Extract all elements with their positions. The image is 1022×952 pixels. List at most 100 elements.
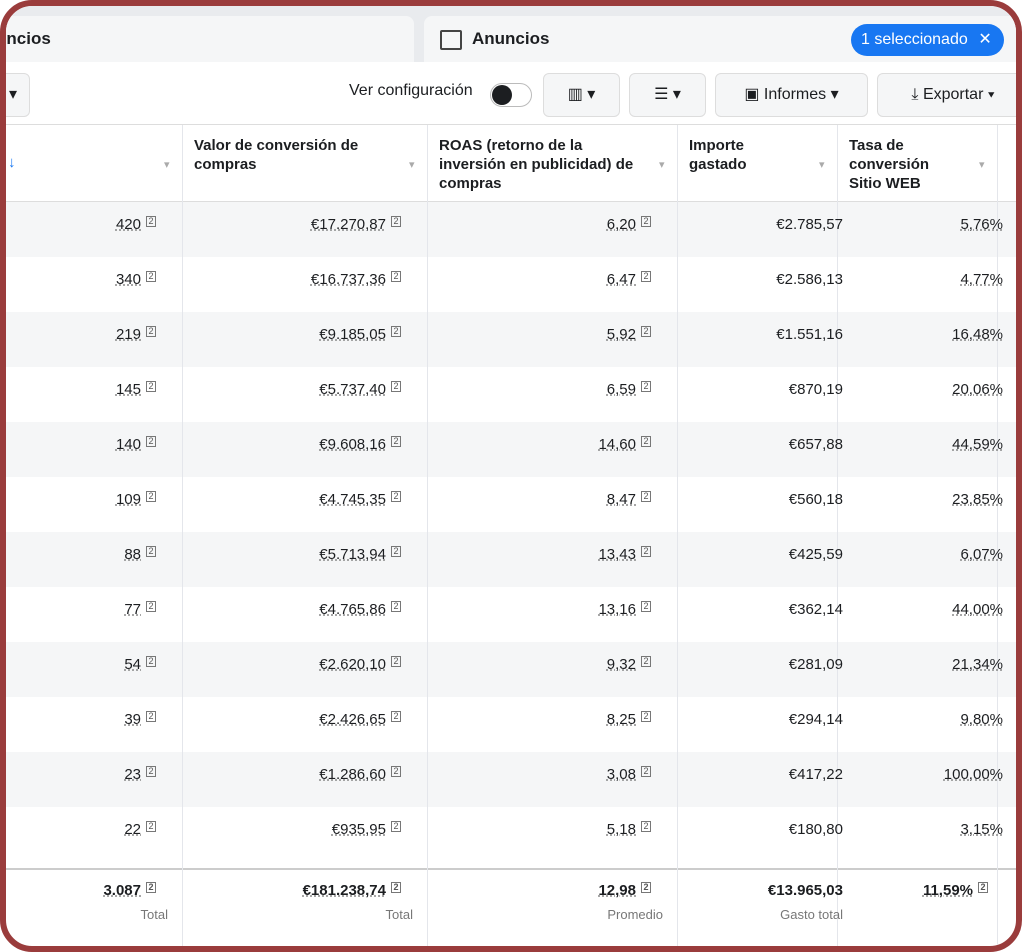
column-header: ROAS (retorno de la inversión en publici… [439, 137, 634, 192]
table-cell: 6,20 2 [607, 216, 651, 233]
footnote-marker: 2 [146, 882, 156, 893]
cell-value: 22 [124, 821, 141, 838]
cell-value: €4.745,35 [319, 491, 386, 508]
footnote-marker: 2 [641, 491, 651, 502]
cell-value: 23 [124, 766, 141, 783]
toggle[interactable] [490, 83, 532, 107]
cell-value: €1.286,60 [319, 766, 386, 783]
breakdown-button[interactable]: ☰ ▾ [629, 73, 706, 117]
cell-value: 3,08 [606, 766, 636, 783]
table-cell: €4.765,86 2 [319, 601, 401, 618]
cell-value: 11,59% [922, 882, 973, 899]
table-cell: 3.087 2 [103, 882, 156, 899]
row-bg [6, 752, 1016, 807]
export-button[interactable]: ⤓ Exportar ▾ [877, 73, 1016, 117]
footnote-marker: 2 [146, 766, 156, 777]
footnote-marker: 2 [146, 381, 156, 392]
footnote-marker: 2 [146, 546, 156, 557]
footnote-marker: 2 [641, 326, 651, 337]
cell-value: €5.713,94 [319, 546, 386, 563]
table-cell: €281,09 [789, 656, 843, 673]
footnote-marker: 2 [146, 601, 156, 612]
cell-value: €425,59 [788, 546, 843, 563]
footnote-marker: 2 [391, 711, 401, 722]
footnote-marker: 2 [641, 546, 651, 557]
row-bg [6, 532, 1016, 587]
cell-value: €17.270,87 [310, 216, 386, 233]
footnote-marker: 2 [391, 882, 401, 893]
footnote-marker: 2 [391, 436, 401, 447]
button-label: Informes [763, 86, 827, 103]
cell-value: 23,85% [952, 491, 1003, 508]
cell-value: €2.586,13 [776, 271, 843, 288]
column-line [182, 125, 183, 946]
column-line [677, 125, 678, 946]
dropdown[interactable]: ▾ [6, 73, 30, 117]
column-line [837, 125, 838, 946]
footnote-marker: 2 [391, 216, 401, 227]
tab-label: Anuncios [472, 29, 550, 48]
cell-value: €870,19 [788, 381, 843, 398]
footnote-marker: 2 [146, 326, 156, 337]
cell-value: 16,48% [952, 326, 1003, 343]
cell-value: 219 [115, 326, 141, 343]
cell-value: 13,16 [598, 601, 636, 618]
table-cell: 88 2 [124, 546, 156, 563]
cell-value: €657,88 [788, 436, 843, 453]
sort-arrow: ↓ [8, 154, 16, 171]
footnote-marker: 2 [641, 711, 651, 722]
footnote-marker: 2 [641, 436, 651, 447]
button-label: Exportar [922, 86, 984, 103]
cell-value: 13,43 [598, 546, 636, 563]
cell-value: 5,18 [606, 821, 636, 838]
table-cell: 20,06% [952, 381, 1003, 398]
sort-caret: ▾ [659, 159, 665, 171]
table-cell: 3,15% [960, 821, 1003, 838]
row-bg [6, 642, 1016, 697]
cell-value: 6,20 [606, 216, 636, 233]
footnote-marker: 2 [391, 546, 401, 557]
cell-value: €180,80 [788, 821, 843, 838]
columns-button[interactable]: ▥ ▾ [543, 73, 620, 117]
footnote-marker: 2 [641, 601, 651, 612]
tab-label: uncios [0, 29, 51, 48]
cell-value: 6,47 [606, 271, 636, 288]
table-cell: 23 2 [124, 766, 156, 783]
table-cell: €2.426,65 2 [319, 711, 401, 728]
column-line [997, 125, 998, 946]
table-cell: €2.785,57 [776, 216, 843, 233]
table-cell: €935,95 2 [332, 821, 401, 838]
footnote-marker: 2 [391, 381, 401, 392]
sort-caret: ▾ [979, 159, 985, 171]
table-cell: 54 2 [124, 656, 156, 673]
cell-value: €9.608,16 [319, 436, 386, 453]
cell-value: 9,80% [960, 711, 1003, 728]
table-cell: 5,92 2 [607, 326, 651, 343]
table-cell: 6,47 2 [607, 271, 651, 288]
footnote-marker: 2 [641, 882, 651, 893]
table-cell: 39 2 [124, 711, 156, 728]
cell-value: 44,59% [952, 436, 1003, 453]
cell-value: €935,95 [331, 821, 386, 838]
sort-caret: ▾ [409, 159, 415, 171]
tab[interactable]: uncios [0, 16, 414, 62]
table-cell: 9,32 2 [607, 656, 651, 673]
reports-button[interactable]: ▣ Informes ▾ [715, 73, 868, 117]
cell-value: 3.087 [103, 882, 141, 899]
table-cell: 11,59% 2 [923, 882, 988, 899]
cell-value: €294,14 [788, 711, 843, 728]
table-cell: 8,25 2 [607, 711, 651, 728]
cell-value: 340 [115, 271, 141, 288]
cell-value: 5,92 [606, 326, 636, 343]
table-cell: 6,59 2 [607, 381, 651, 398]
footnote-marker: 2 [641, 766, 651, 777]
cell-value: 77 [124, 601, 141, 618]
cell-value: €417,22 [788, 766, 843, 783]
tab[interactable]: Anuncios 1 seleccionado ✕ [424, 16, 1016, 62]
table-cell: 9,80% [960, 711, 1003, 728]
table-cell: 77 2 [124, 601, 156, 618]
table-cell: 145 2 [116, 381, 156, 398]
selection-chip[interactable]: 1 seleccionado ✕ [851, 24, 1004, 56]
total-label: Gasto total [780, 907, 843, 922]
table-cell: 420 2 [116, 216, 156, 233]
